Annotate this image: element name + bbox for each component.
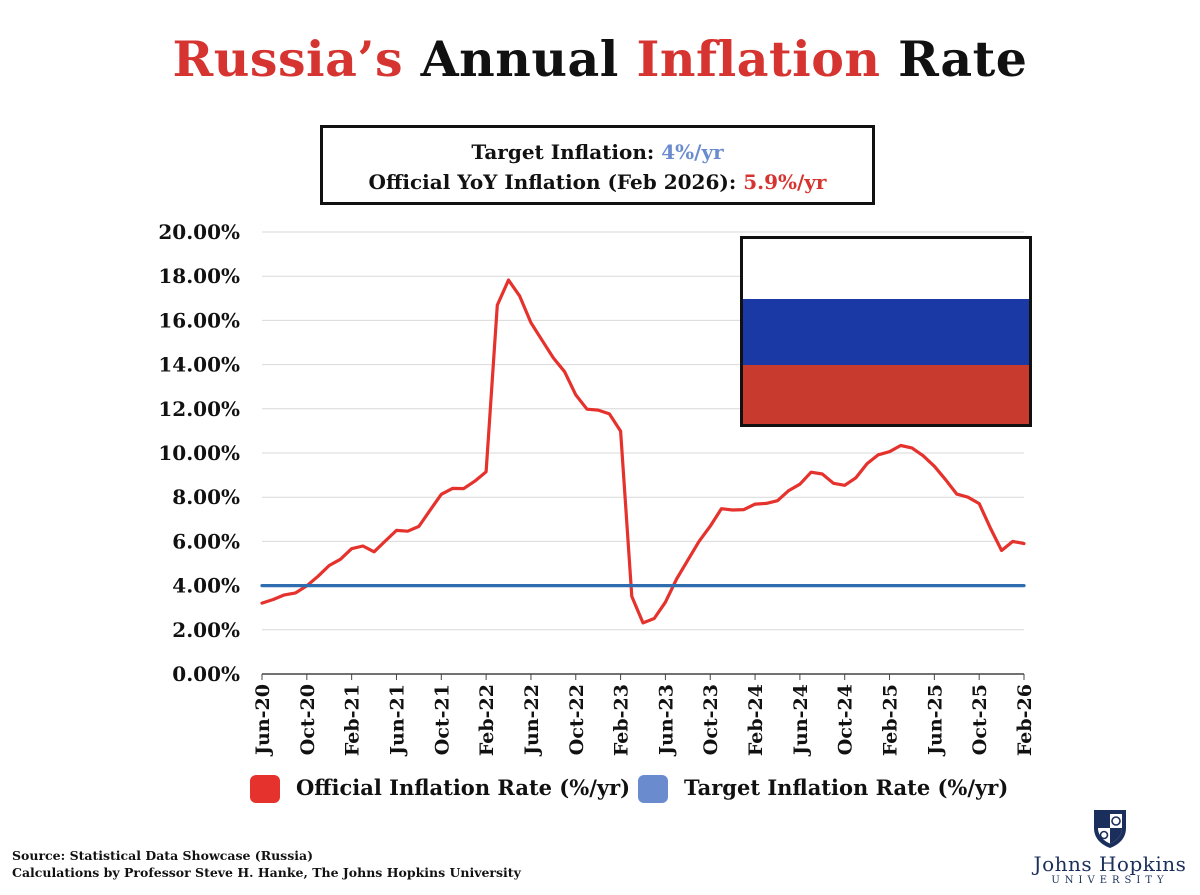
russia-flag-icon bbox=[740, 236, 1032, 427]
x-tick-label: Jun-23 bbox=[655, 684, 677, 757]
x-tick-label: Oct-24 bbox=[835, 684, 857, 755]
title-word-rate: Rate bbox=[898, 30, 1028, 88]
flag-red-stripe bbox=[743, 365, 1029, 424]
official-inflation-label: Official YoY Inflation (Feb 2026): bbox=[368, 170, 744, 194]
y-tick-label: 16.00% bbox=[158, 308, 240, 332]
info-line-official: Official YoY Inflation (Feb 2026): 5.9%/… bbox=[323, 167, 872, 197]
official-inflation-value: 5.9%/yr bbox=[743, 170, 827, 194]
flag-white-stripe bbox=[743, 239, 1029, 299]
y-tick-label: 12.00% bbox=[158, 397, 240, 421]
title-word-annual: Annual bbox=[420, 30, 619, 88]
title-word-inflation: Inflation bbox=[636, 30, 881, 88]
x-tick-label: Oct-22 bbox=[566, 684, 588, 755]
y-tick-label: 10.00% bbox=[158, 441, 240, 465]
x-tick-label: Jun-21 bbox=[386, 684, 408, 757]
x-tick-label: Feb-24 bbox=[745, 684, 767, 756]
y-tick-label: 4.00% bbox=[172, 574, 240, 598]
x-tick-label: Feb-23 bbox=[611, 684, 633, 756]
x-tick-label: Oct-23 bbox=[700, 684, 722, 755]
x-tick-label: Feb-22 bbox=[476, 684, 498, 756]
target-inflation-label: Target Inflation: bbox=[471, 140, 662, 164]
official-inflation-line bbox=[260, 278, 1026, 625]
flag-blue-stripe bbox=[743, 299, 1029, 365]
chart-title: Russia’s Annual Inflation Rate bbox=[0, 30, 1200, 88]
calculations-line: Calculations by Professor Steve H. Hanke… bbox=[12, 865, 521, 880]
legend-swatch-target bbox=[638, 775, 668, 803]
x-tick-label: Oct-20 bbox=[297, 684, 319, 755]
source-line: Source: Statistical Data Showcase (Russi… bbox=[12, 848, 314, 863]
jhu-name: Johns Hopkins bbox=[1033, 852, 1187, 876]
y-tick-label: 2.00% bbox=[172, 618, 240, 642]
jhu-shield-icon bbox=[1094, 810, 1126, 848]
x-tick-label: Feb-26 bbox=[1014, 684, 1036, 756]
x-tick-label: Feb-21 bbox=[342, 684, 364, 756]
x-tick-label: Feb-25 bbox=[880, 684, 902, 756]
x-tick-label: Oct-21 bbox=[431, 684, 453, 755]
info-line-target: Target Inflation: 4%/yr bbox=[323, 137, 872, 167]
y-tick-label: 0.00% bbox=[172, 662, 240, 686]
x-tick-label: Jun-20 bbox=[252, 684, 274, 757]
y-tick-label: 6.00% bbox=[172, 529, 240, 553]
jhu-logo: Johns Hopkins UNIVERSITY bbox=[1028, 808, 1192, 888]
x-tick-label: Jun-24 bbox=[790, 684, 812, 757]
x-tick-label: Jun-25 bbox=[924, 684, 946, 757]
legend-label-target: Target Inflation Rate (%/yr) bbox=[684, 775, 1009, 800]
x-tick-label: Oct-25 bbox=[969, 684, 991, 755]
target-inflation-value: 4%/yr bbox=[661, 140, 724, 164]
source-note: Source: Statistical Data Showcase (Russi… bbox=[12, 847, 521, 881]
jhu-subtitle: UNIVERSITY bbox=[1051, 875, 1169, 886]
y-tick-label: 14.00% bbox=[158, 353, 240, 377]
x-tick-label: Jun-22 bbox=[521, 684, 543, 757]
y-tick-label: 8.00% bbox=[172, 485, 240, 509]
legend-swatch-official bbox=[250, 775, 280, 803]
y-tick-label: 20.00% bbox=[158, 220, 240, 244]
title-word-russia: Russia’s bbox=[172, 30, 404, 88]
legend-label-official: Official Inflation Rate (%/yr) bbox=[296, 775, 631, 800]
y-tick-label: 18.00% bbox=[158, 264, 240, 288]
info-box: Target Inflation: 4%/yr Official YoY Inf… bbox=[320, 125, 875, 205]
